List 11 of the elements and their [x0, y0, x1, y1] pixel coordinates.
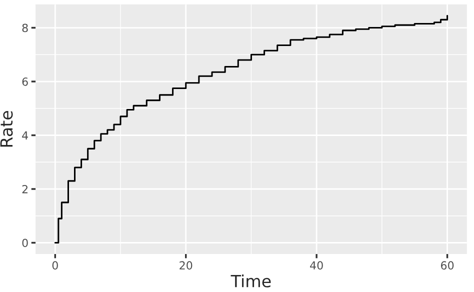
- y-tick-label: 0: [22, 238, 28, 248]
- x-axis-title: Time: [230, 274, 271, 288]
- y-tick-label: 2: [22, 184, 28, 194]
- x-tick-label: 60: [440, 261, 454, 270]
- y-tick-label: 8: [22, 24, 28, 32]
- x-tick-label: 0: [52, 261, 58, 270]
- y-axis-title: Rate: [0, 110, 13, 147]
- x-tick-label: 20: [180, 261, 192, 270]
- y-tick-label: 6: [22, 77, 28, 86]
- y-tick-label: 4: [22, 131, 28, 140]
- x-tick-label: 40: [310, 261, 323, 270]
